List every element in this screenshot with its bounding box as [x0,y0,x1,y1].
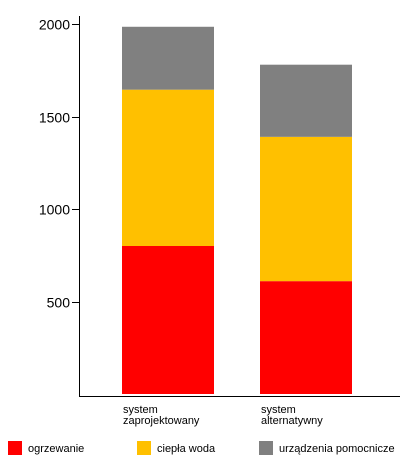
y-axis-ticks: 500 1000 1500 2000 [39,17,79,311]
y-tick-label: 2000 [39,17,70,33]
legend-swatch [8,441,22,455]
bar-segment-ogrzewanie [260,281,352,394]
legend-swatch [137,441,151,455]
bar-segment-ogrzewanie [122,246,214,394]
legend-swatch [259,441,273,455]
x-category-label: alternatywny [261,415,323,427]
plot-area [122,26,352,394]
bar-segment-urządzenia-pomocnicze [122,26,214,90]
legend-label: urządzenia pomocnicze [279,443,395,455]
y-tick-label: 1500 [39,110,70,126]
x-category-label: system [123,404,158,416]
y-tick-label: 500 [47,295,71,311]
x-category-label: zaprojektowany [123,415,200,427]
legend: ogrzewanie ciepła woda urządzenia pomocnic… [8,441,395,455]
y-tick-label: 1000 [39,202,70,218]
x-category-label: system [261,404,296,416]
legend-label: ogrzewanie [28,443,84,455]
bar-segment-ciepła-woda [122,89,214,246]
legend-label: ciepła woda [157,443,216,455]
bar-segment-ciepła-woda [260,136,352,282]
bar-segment-urządzenia-pomocnicze [260,64,352,137]
